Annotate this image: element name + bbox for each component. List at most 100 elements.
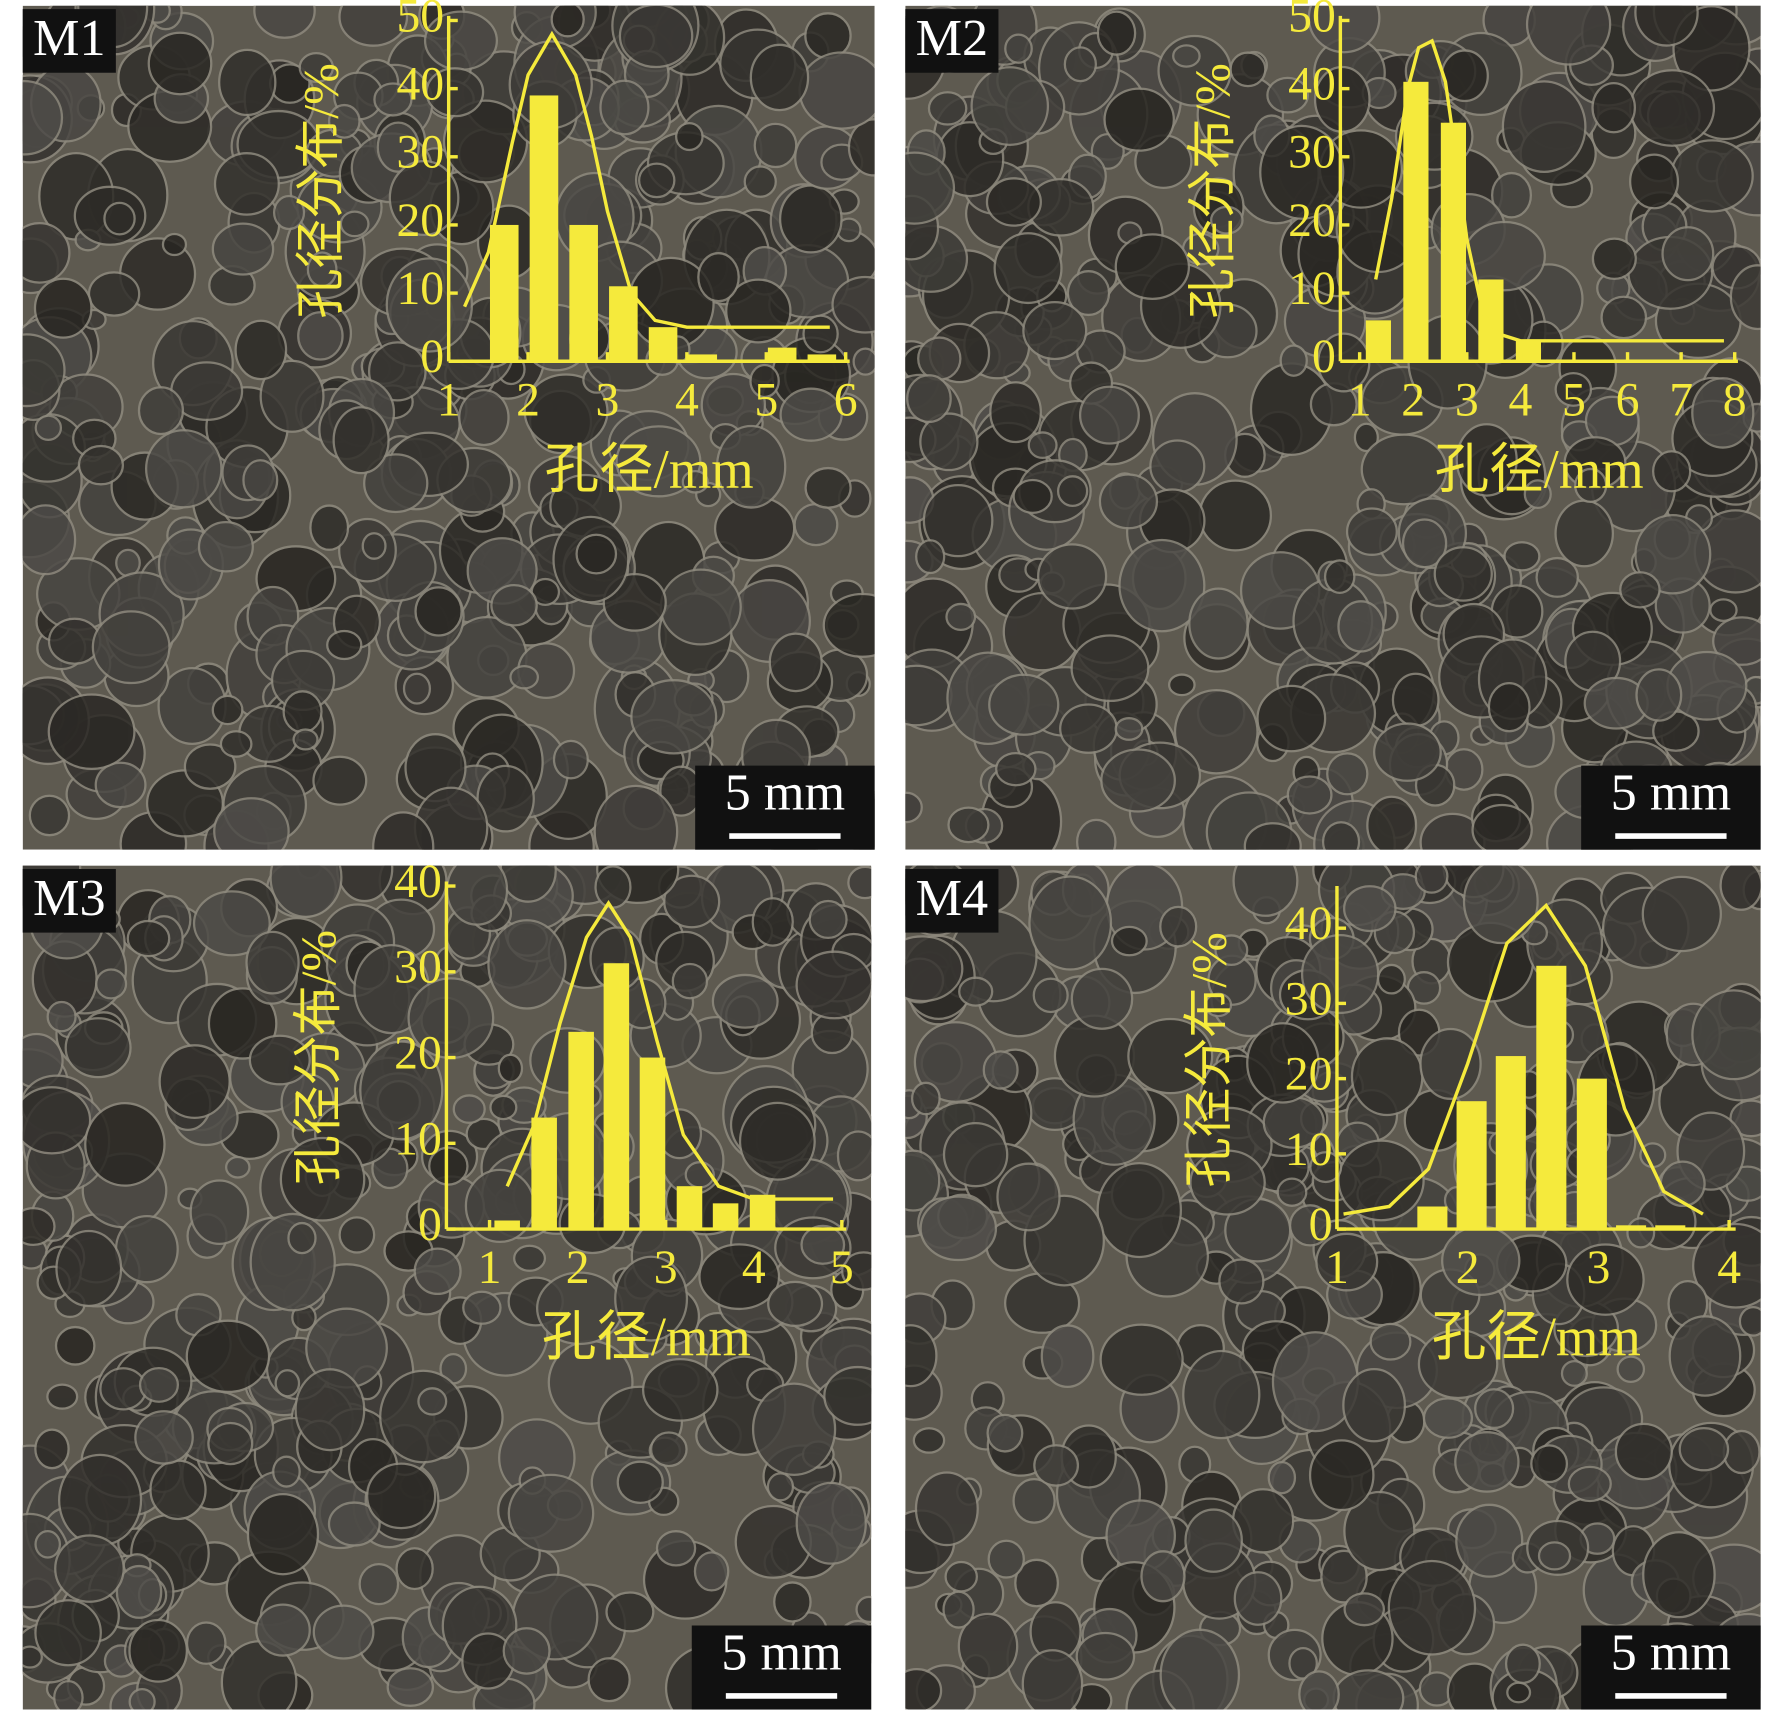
pore	[509, 664, 540, 690]
pore	[919, 1195, 998, 1262]
pore	[1369, 1322, 1412, 1361]
pore	[147, 31, 213, 96]
pore	[1032, 977, 1069, 1014]
pore	[905, 664, 953, 727]
pore	[793, 503, 839, 547]
pore	[1709, 598, 1738, 622]
pore	[1313, 65, 1371, 133]
y-tick-label: 0	[1312, 330, 1336, 383]
pore	[22, 221, 71, 284]
x-axis-label: 孔径/mm	[1435, 438, 1644, 499]
pore	[766, 1472, 795, 1502]
pore	[693, 1551, 730, 1592]
pore	[1600, 295, 1648, 340]
pore	[852, 347, 875, 376]
histogram-inset: 0 10 20 30 40 50 1 2 3 4 5 6 7 8 孔径/mm 孔径分布/%	[1184, 0, 1746, 499]
y-axis-label: 孔径分布/%	[1184, 63, 1240, 318]
bar	[569, 224, 598, 362]
pore	[103, 201, 136, 236]
pore	[1616, 1355, 1646, 1384]
pore	[1719, 865, 1761, 911]
label-box	[22, 868, 116, 933]
x-tick-label: 3	[1455, 373, 1479, 426]
y-tick-label: 50	[1288, 0, 1336, 42]
pore	[841, 1251, 872, 1291]
pore	[219, 730, 253, 758]
bar	[609, 286, 638, 362]
bar	[1440, 122, 1467, 362]
bar	[1417, 1206, 1448, 1230]
pore	[1490, 171, 1533, 219]
pore	[1337, 600, 1385, 653]
pore	[1504, 1643, 1541, 1685]
pore	[905, 151, 956, 225]
pore	[919, 412, 979, 472]
pore	[211, 694, 244, 726]
pore	[1315, 1232, 1379, 1292]
pore	[1037, 543, 1108, 610]
pore	[1372, 722, 1442, 782]
y-tick-label: 10	[1285, 1123, 1333, 1176]
pore	[1267, 1461, 1297, 1495]
x-tick-label: 2	[1401, 373, 1425, 426]
pore	[1159, 1628, 1241, 1710]
bar	[1616, 1225, 1647, 1230]
pore	[523, 373, 609, 450]
pore	[599, 79, 650, 136]
pore	[1642, 1531, 1716, 1619]
pore	[1670, 139, 1754, 213]
bar	[568, 1031, 594, 1230]
pore	[22, 1645, 43, 1669]
pore	[58, 1453, 143, 1547]
pore	[1506, 1681, 1532, 1704]
pore	[1012, 478, 1053, 514]
pore	[312, 1604, 375, 1660]
scale-bar-label: 5 mm	[721, 1623, 841, 1681]
pore	[847, 865, 872, 900]
pore	[1668, 1315, 1742, 1397]
pore	[1059, 703, 1118, 754]
y-axis-label: 孔径分布/%	[292, 63, 348, 318]
bar	[489, 224, 519, 362]
x-axis-label: 孔径/mm	[1432, 1306, 1641, 1367]
bar	[1456, 1101, 1487, 1230]
pore	[338, 1216, 376, 1254]
pore	[1012, 1477, 1056, 1524]
pore	[134, 1410, 194, 1465]
pore	[138, 1366, 180, 1403]
pore	[128, 1618, 188, 1683]
pore	[326, 629, 363, 661]
x-tick-label: 3	[596, 373, 620, 426]
pore	[242, 459, 279, 502]
pore	[192, 890, 271, 957]
pore	[655, 1530, 697, 1567]
pore	[996, 1162, 1061, 1232]
y-tick-label: 20	[1288, 194, 1336, 247]
pore	[309, 504, 350, 551]
y-tick-label: 30	[1288, 126, 1336, 179]
bar	[767, 347, 797, 362]
pore	[1066, 270, 1111, 317]
pore	[28, 794, 71, 837]
pore	[1099, 1323, 1184, 1396]
pore	[1218, 1258, 1265, 1305]
pore	[183, 743, 237, 790]
pore	[207, 1421, 254, 1466]
pore	[1232, 865, 1299, 917]
pore	[1070, 967, 1134, 1030]
x-axis-label: 孔径/mm	[545, 438, 754, 499]
pore	[1729, 264, 1761, 331]
pore	[1323, 559, 1356, 594]
pore	[224, 1155, 251, 1179]
panel-label: M3	[33, 869, 106, 927]
pore	[1535, 556, 1580, 598]
pore	[137, 386, 185, 436]
x-tick-label: 4	[1508, 373, 1532, 426]
pore	[386, 1667, 435, 1707]
bar	[1495, 1056, 1526, 1230]
scale-bar-label: 5 mm	[1611, 763, 1731, 821]
pore	[189, 1179, 250, 1246]
pore	[1246, 1022, 1320, 1104]
pore	[1288, 1204, 1332, 1247]
pore	[989, 381, 1043, 444]
